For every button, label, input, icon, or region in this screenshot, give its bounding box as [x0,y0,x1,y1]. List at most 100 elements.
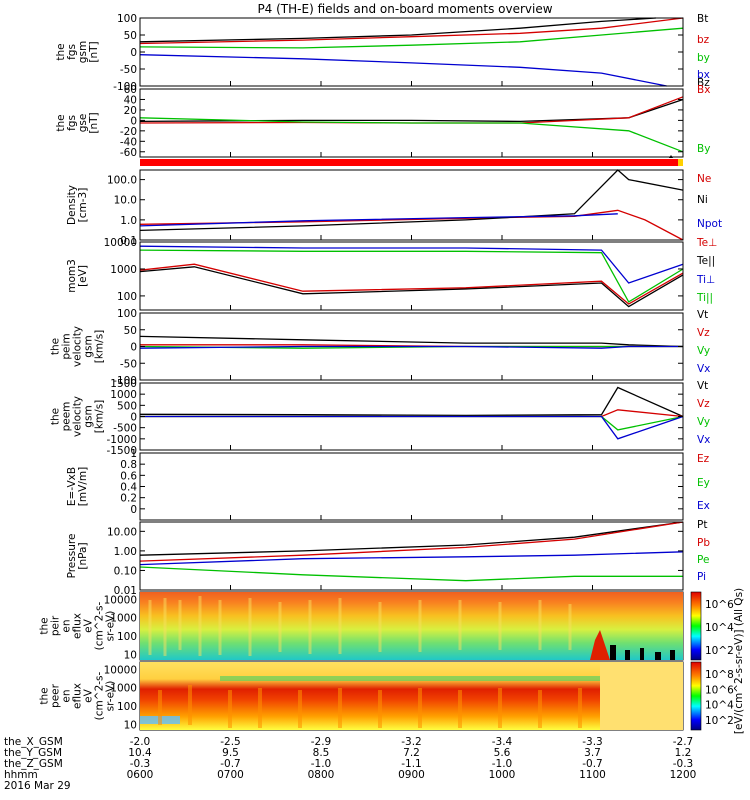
series-line-temperature-2 [139,245,684,284]
series-line-density-2 [139,213,618,227]
ytick-label-peim_velocity-1: 50 [124,325,137,337]
ytick-label-fgs_gse-6: -60 [120,147,137,159]
colorbar-tick-peer_en_eflux-0: 10^8 [705,669,734,681]
x-axis-value-Y-6: 1.2 [675,747,692,759]
ytick-label-density-3: 0.1 [120,235,137,247]
legend-peem_velocity-0: Vt [697,380,708,392]
legend-pressure-2: Pe [697,554,709,566]
x-axis-value-hhmm-2: 0800 [308,769,335,781]
legend-density-0: Ne [697,173,711,185]
colorbar-tick-peer_en_eflux-3: 10^2 [705,715,734,727]
ytick-label-peim_velocity-4: -100 [113,375,137,387]
x-axis-value-Y-0: 10.4 [128,747,152,759]
ylabel-temperature: mom3[eV] [66,259,89,293]
frame-e_field [139,452,684,521]
panel-density: Ne Ni Npot 100.0 10.0 1.0 0.1 Density[cm-3] [66,169,722,247]
ytick-label-e_field-2: 0.6 [120,470,137,482]
x-axis-value-Z-6: -0.3 [673,758,694,770]
series-line-fgs_gse-1 [139,96,684,124]
ytick-label-peem_velocity-4: -500 [113,423,137,435]
legend-fgs_gsm-3: bx [697,69,710,81]
series-line-peim_velocity-0 [139,335,684,348]
colorbar-tick-peer_en_eflux-1: 10^6 [705,684,734,696]
ytick-label-pressure-1: 1.00 [114,546,137,558]
ylabel-e_field: E=-VxB[mV/m] [66,467,89,506]
electron-spectrogram-texture [158,685,582,728]
x-axis-value-X-2: -2.9 [311,736,332,748]
x-axis-value-hhmm-1: 0700 [217,769,244,781]
legend-peim_velocity-2: Vy [697,345,710,357]
ytick-label-peim_velocity-3: -50 [120,358,137,370]
series-line-pressure-3 [139,551,684,566]
ylabel-pressure: Pressure[nPa] [66,534,89,579]
x-axis-value-hhmm-5: 1100 [579,769,606,781]
panel-peem_velocity: Vt Vz Vy Vx 150010005000-500-1000-1500thepee… [50,378,711,457]
series-line-temperature-3 [139,249,684,303]
panel-pressure: Pt Pb Pe Pi 10.00 1.00 0.10 0.01 Pressure[nPa] [66,519,710,597]
ytick-label-fgs_gse-0: 60 [124,84,137,96]
legend-peem_velocity-1: Vz [697,398,710,410]
series-line-fgs_gsm-3 [139,54,667,87]
colorbar-tick-peir_en_eflux-1: 10^4 [705,622,734,634]
ytick-label-pressure-0: 10.00 [107,526,137,538]
ytick-label-peem_velocity-1: 1000 [110,389,137,401]
ytick-label-peem_velocity-3: 0 [130,412,137,424]
x-axis-value-hhmm-0: 0600 [127,769,154,781]
spectrogram-ion [140,592,683,660]
figure-title: P4 (TH-E) fields and on-board moments ov… [257,2,552,16]
ytick-label-peer_en_eflux-2: 100 [117,701,137,713]
ytick-label-density-0: 100.0 [107,175,137,187]
ytick-label-density-1: 10.0 [114,195,137,207]
series-line-peem_velocity-2 [140,415,684,431]
legend-temperature-0: Te⊥ [696,237,717,249]
ytick-label-peir_en_eflux-3: 10 [124,649,137,661]
x-axis-row-label-0: the_X_GSM [4,736,63,748]
legend-e_field-1: Ey [697,477,710,489]
series-line-density-1 [139,169,684,232]
x-axis-value-X-3: -3.2 [401,736,422,748]
x-axis-value-X-0: -2.0 [130,736,151,748]
colorbar-label: [eV/(cm^2-s-sr-eV)] (All Qs) [733,588,745,734]
ytick-label-fgs_gsm-4: -100 [113,81,137,93]
colorbar-ion [690,591,702,661]
series-line-peem_velocity-3 [140,415,684,440]
frame-density [139,169,684,241]
ion-spectrogram-texture [148,596,572,656]
series-line-peim_velocity-3 [139,345,683,349]
panel-e_field: Ez Ey Ex 10.80.60.40.20 E=-VxB[mV/m] [66,448,710,521]
ytick-label-peir_en_eflux-1: 1000 [110,613,137,625]
ytick-label-peir_en_eflux-2: 100 [117,631,137,643]
legend-fgs_gsm-0: Bt [697,13,708,25]
ytick-label-peem_velocity-0: 1500 [110,378,137,390]
series-line-fgs_gsm-1 [139,17,684,45]
ylabel-peem_velocity: thepeemvelocitygsm[km/s] [50,396,106,437]
ylabel-density: Density[cm-3] [66,185,89,225]
x-axis-value-X-4: -3.4 [492,736,513,748]
ytick-label-pressure-2: 0.10 [114,565,137,577]
x-axis-value-hhmm-6: 1200 [670,769,697,781]
legend-temperature-1: Te|| [696,255,715,267]
ytick-label-fgs_gse-4: -20 [120,126,137,138]
legend-peim_velocity-0: Vt [697,309,708,321]
series-line-fgs_gse-0 [139,98,684,123]
x-axis-value-X-5: -3.3 [582,736,603,748]
ytick-label-density-2: 1.0 [120,215,137,227]
series-line-fgs_gsm-2 [139,27,684,49]
spectrogram-electron [140,662,683,730]
ytick-label-temperature-2: 100 [117,291,137,303]
x-axis-value-Y-3: 7.2 [403,747,420,759]
x-axis-value-Y-5: 3.7 [584,747,601,759]
legend-peem_velocity-3: Vx [697,434,710,446]
ytick-label-fgs_gsm-1: 50 [124,30,137,42]
panels-group: Btbzbybx100500-50-100thefgsgsm[nT]BzBxBy… [39,13,723,731]
x-axis-value-X-6: -2.7 [673,736,694,748]
legend-e_field-2: Ex [697,500,710,512]
ytick-label-peem_velocity-5: -1000 [106,434,137,446]
legend-peim_velocity-3: Vx [697,363,710,375]
series-line-pressure-0 [139,521,684,556]
x-axis-value-hhmm-3: 0900 [398,769,425,781]
legend-pressure-0: Pt [697,519,707,531]
